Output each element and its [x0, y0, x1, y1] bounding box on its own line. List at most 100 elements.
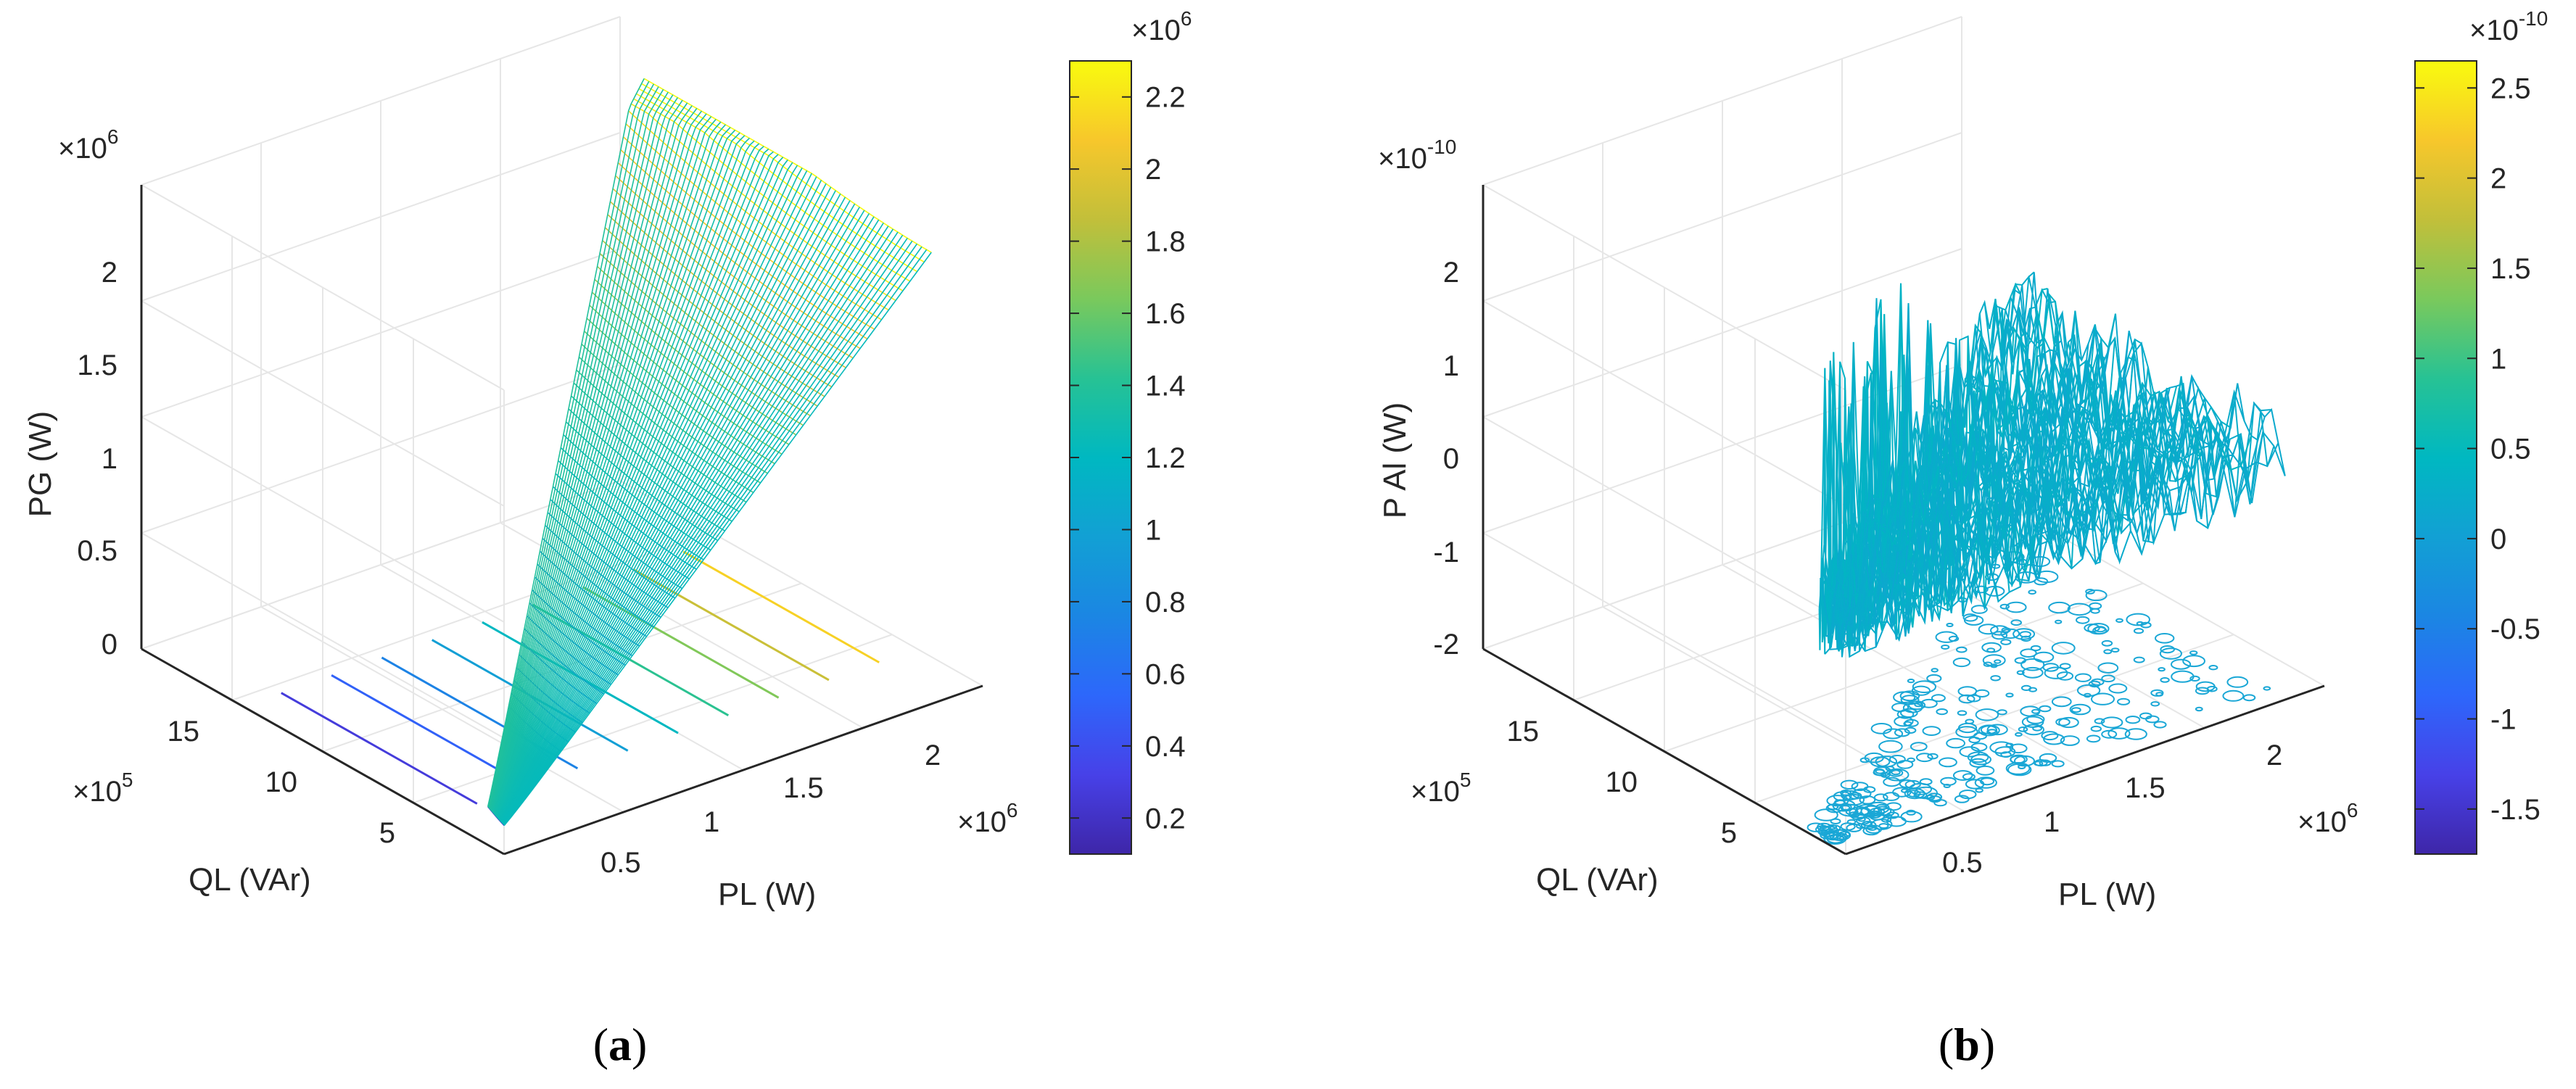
- floor-contour-line: [1981, 642, 2002, 653]
- floor-contour-line: [1931, 694, 1946, 703]
- floor-contour-line: [1990, 625, 2010, 636]
- a-colorbar-ticks: 0.2 0.4 0.6 0.8 1 1.2 1.4 1.6 1.8 2 2.2: [1070, 82, 1186, 835]
- floor-contour-line: [2094, 626, 2106, 633]
- a-ytick-0: 5: [379, 817, 395, 849]
- floor-contour-line: [1959, 790, 1977, 800]
- surface-mesh-line: [492, 129, 736, 813]
- floor-contour-line: [1908, 700, 1926, 711]
- floor-contour-line: [1849, 792, 1862, 800]
- floor-contour-line: [1975, 708, 1999, 721]
- caption-a: (a): [593, 1019, 648, 1070]
- surface-mesh-line: [500, 210, 865, 822]
- floor-contour-line: [2090, 725, 2102, 732]
- floor-contour-line: [2189, 650, 2198, 655]
- surface-mesh-line: [501, 225, 889, 824]
- caption-a-letter: a: [608, 1019, 632, 1070]
- b-colorbar-exponent: ×10-10: [2469, 7, 2548, 46]
- floor-contour-line: [2051, 642, 2076, 655]
- panel-a: 0 0.5 1 1.5 2 ×106 PG (W) 5 10 15 ×105 Q…: [22, 7, 1192, 1070]
- floor-contour-line: [2023, 724, 2045, 736]
- floor-contour-line: [1920, 698, 1938, 708]
- floor-contour-line: [1913, 791, 1928, 799]
- floor-contour-line: [2016, 670, 2025, 676]
- grid-line: [1482, 132, 1962, 302]
- floor-contour-line: [1957, 710, 1968, 716]
- floor-contour-line: [1946, 623, 1954, 627]
- floor-contour-line: [1983, 661, 1993, 667]
- floor-contour-line: [1974, 689, 1990, 698]
- surface-mesh-line: [1820, 271, 2035, 602]
- surface-mesh-line: [489, 94, 674, 809]
- a-xtick-2: 1.5: [783, 772, 824, 804]
- floor-contour-line: [1849, 806, 1872, 819]
- floor-contour-line: [582, 586, 780, 699]
- b-ytick-1: 10: [1606, 766, 1638, 798]
- grid-line: [1482, 184, 1846, 391]
- floor-contour-line: [1943, 784, 1951, 788]
- grid-line: [1961, 480, 2325, 687]
- surface-mesh-line: [490, 113, 707, 811]
- surface-mesh-line: [501, 231, 899, 824]
- surface-mesh-line: [495, 154, 779, 816]
- a-z-exponent-base: ×10: [58, 133, 107, 165]
- floor-contour-line: [1914, 702, 1923, 708]
- floor-contour-line: [2115, 618, 2123, 623]
- floor-contour-line: [2150, 689, 2164, 697]
- floor-contour-line: [2160, 677, 2170, 683]
- floor-contour-line: [1976, 765, 1995, 776]
- floor-contour-line: [2034, 761, 2044, 766]
- floor-contour-line: [2108, 727, 2131, 740]
- a-ztick-4: 2: [102, 257, 117, 289]
- floor-contour-line: [2001, 627, 2011, 633]
- b-colorbar-exponent-power: -10: [2519, 7, 2548, 30]
- floor-contour-line: [2018, 726, 2028, 732]
- b-colorbar-label: -1: [2490, 704, 2517, 736]
- floor-contour-line: [281, 692, 478, 805]
- surface-mesh-line: [495, 165, 798, 818]
- floor-contour-line: [1907, 790, 1921, 798]
- a-x-exponent-power: 6: [1007, 799, 1018, 821]
- surface-mesh-line: [495, 160, 788, 817]
- a-ylabel: QL (VAr): [189, 862, 311, 898]
- b-ylabel: QL (VAr): [1536, 862, 1659, 898]
- floor-contour-line: [1856, 823, 1866, 829]
- floor-contour-line: [2071, 707, 2081, 713]
- floor-contour-line: [1817, 825, 1839, 837]
- floor-contour-line: [2089, 602, 2102, 610]
- surface-mesh-line: [490, 102, 688, 810]
- floor-contour-line: [1896, 760, 1914, 769]
- surface-mesh-line: [487, 83, 655, 808]
- floor-contour-line: [1878, 808, 1895, 817]
- floor-contour-line: [1901, 788, 1909, 793]
- floor-contour-line: [2051, 760, 2065, 768]
- surface-mesh-line: [499, 200, 851, 821]
- grid-line: [141, 532, 505, 739]
- surface-mesh-line: [495, 151, 774, 816]
- floor-contour-line: [1823, 832, 1847, 845]
- floor-contour-line: [1962, 773, 1976, 781]
- surface-mesh-line: [488, 91, 669, 809]
- a-colorbar-label: 1.2: [1145, 442, 1186, 474]
- surface-mesh-line: [498, 186, 832, 820]
- floor-contour-line: [2033, 651, 2055, 663]
- a-colorbar-label: 2: [1145, 154, 1161, 186]
- a-x-exponent-base: ×10: [957, 806, 1007, 838]
- b-colorbar-ticks: -1.5 -1 -0.5 0 0.5 1 1.5 2 2.5: [2415, 73, 2540, 826]
- floor-contour-line: [2171, 658, 2192, 670]
- surface-mesh-line: [1826, 335, 2103, 621]
- floor-contour-line: [1926, 792, 1943, 802]
- floor-contour-line: [682, 550, 880, 663]
- floor-contour-line: [1986, 724, 2008, 736]
- surface-mesh-line: [487, 80, 650, 808]
- surface-mesh-line: [498, 194, 841, 821]
- floor-contour-line: [1900, 695, 1920, 705]
- floor-contour-line: [1899, 690, 1920, 702]
- a-colorbar-label: 1.4: [1145, 370, 1186, 402]
- floor-contour-line: [1864, 752, 1884, 763]
- floor-contour-line: [2005, 692, 2014, 698]
- floor-contour-line: [1916, 753, 1933, 763]
- surface-mesh-line: [495, 157, 784, 817]
- floor-contour-line: [2060, 735, 2080, 746]
- surface-mesh-line: [498, 196, 846, 821]
- floor-contour-line: [2263, 686, 2271, 691]
